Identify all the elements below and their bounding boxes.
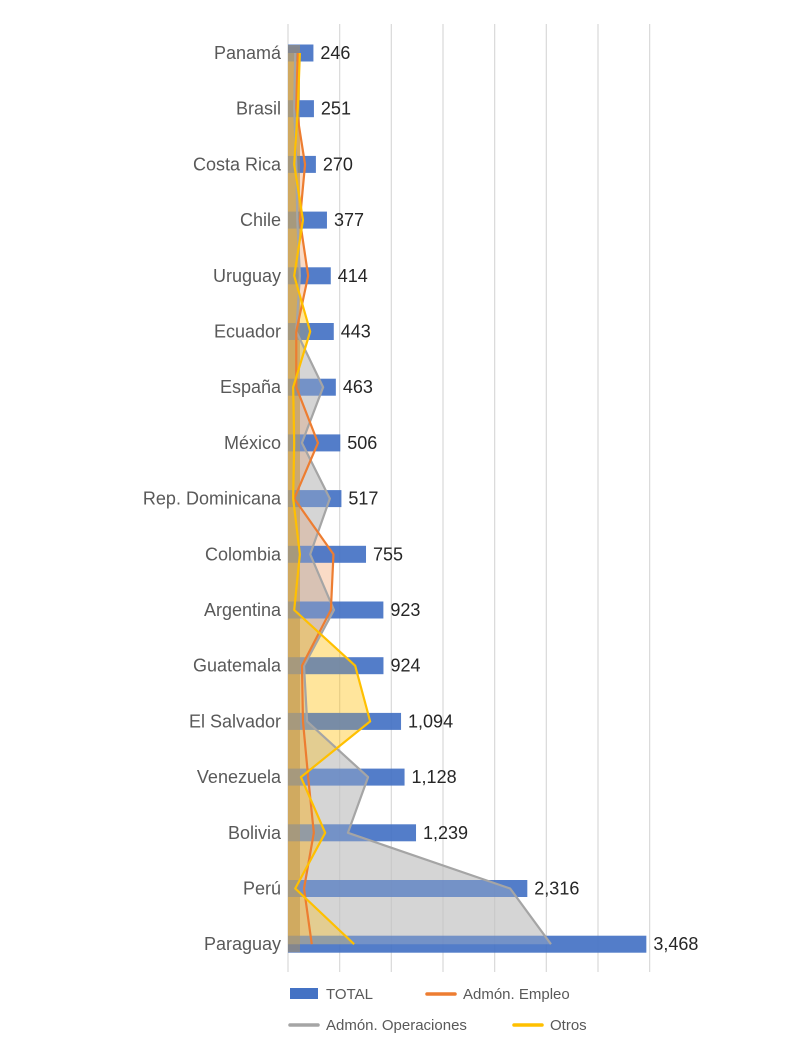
value-label: 755 [373,544,403,564]
total-bar [288,601,384,619]
category-labels: Panamá Brasil Costa Rica Chile Uruguay Ecuado… [143,43,282,954]
total-bar [288,712,402,730]
category-label: Argentina [204,600,282,620]
legend-swatch [290,988,318,999]
category-label: Uruguay [213,266,281,286]
category-label: Venezuela [197,767,282,787]
total-bar [288,545,367,563]
category-label: Bolivia [228,823,282,843]
value-label: 246 [320,43,350,63]
legend: TOTAL Admón. Empleo Admón. Operaciones Otro… [288,986,587,1034]
value-label: 414 [338,266,368,286]
legend-label: Admón. Empleo [463,986,570,1003]
legend-label: Admón. Operaciones [326,1017,467,1034]
value-label: 443 [341,322,371,342]
value-label: 251 [321,99,351,119]
total-bar [288,434,341,452]
category-label: Guatemala [193,656,282,676]
category-label: Costa Rica [193,154,282,174]
value-label: 270 [323,154,353,174]
adm-n-operacionesline [293,52,552,945]
total-bar [288,378,336,396]
value-label: 377 [334,210,364,230]
legend-label: Otros [550,1017,587,1034]
category-label: Panamá [214,43,282,63]
value-label: 923 [390,600,420,620]
total-bar [288,880,528,897]
value-label: 463 [343,377,373,397]
category-label: Paraguay [204,934,281,954]
category-label: España [220,377,282,397]
total-bar [288,657,384,675]
value-label: 517 [348,489,378,509]
category-label: Rep. Dominicana [143,489,282,509]
category-label: Chile [240,210,281,230]
value-label: 1,128 [412,767,457,787]
total-bar [288,768,405,786]
category-label: Brasil [236,99,281,119]
category-label: El Salvador [189,711,281,731]
category-label: Ecuador [214,322,281,342]
value-label: 506 [347,433,377,453]
value-label: 1,094 [408,711,453,731]
value-label: 3,468 [653,934,698,954]
total-bar [288,935,647,953]
category-label: Perú [243,879,281,899]
otrosline [292,52,372,945]
gridlines [287,24,651,972]
value-labels: 246 251 270 377 414 443 463 506 517 755 923 924 1,09… [320,43,698,954]
operaciones-overlay [288,53,551,945]
category-label: Colombia [205,544,282,564]
total-bars [288,44,647,953]
value-label: 1,239 [423,823,468,843]
value-label: 2,316 [534,879,579,899]
legend-label: TOTAL [326,986,373,1003]
line-series [292,52,552,945]
value-label: 924 [390,656,420,676]
total-bar [288,824,417,842]
category-label: México [224,433,281,453]
